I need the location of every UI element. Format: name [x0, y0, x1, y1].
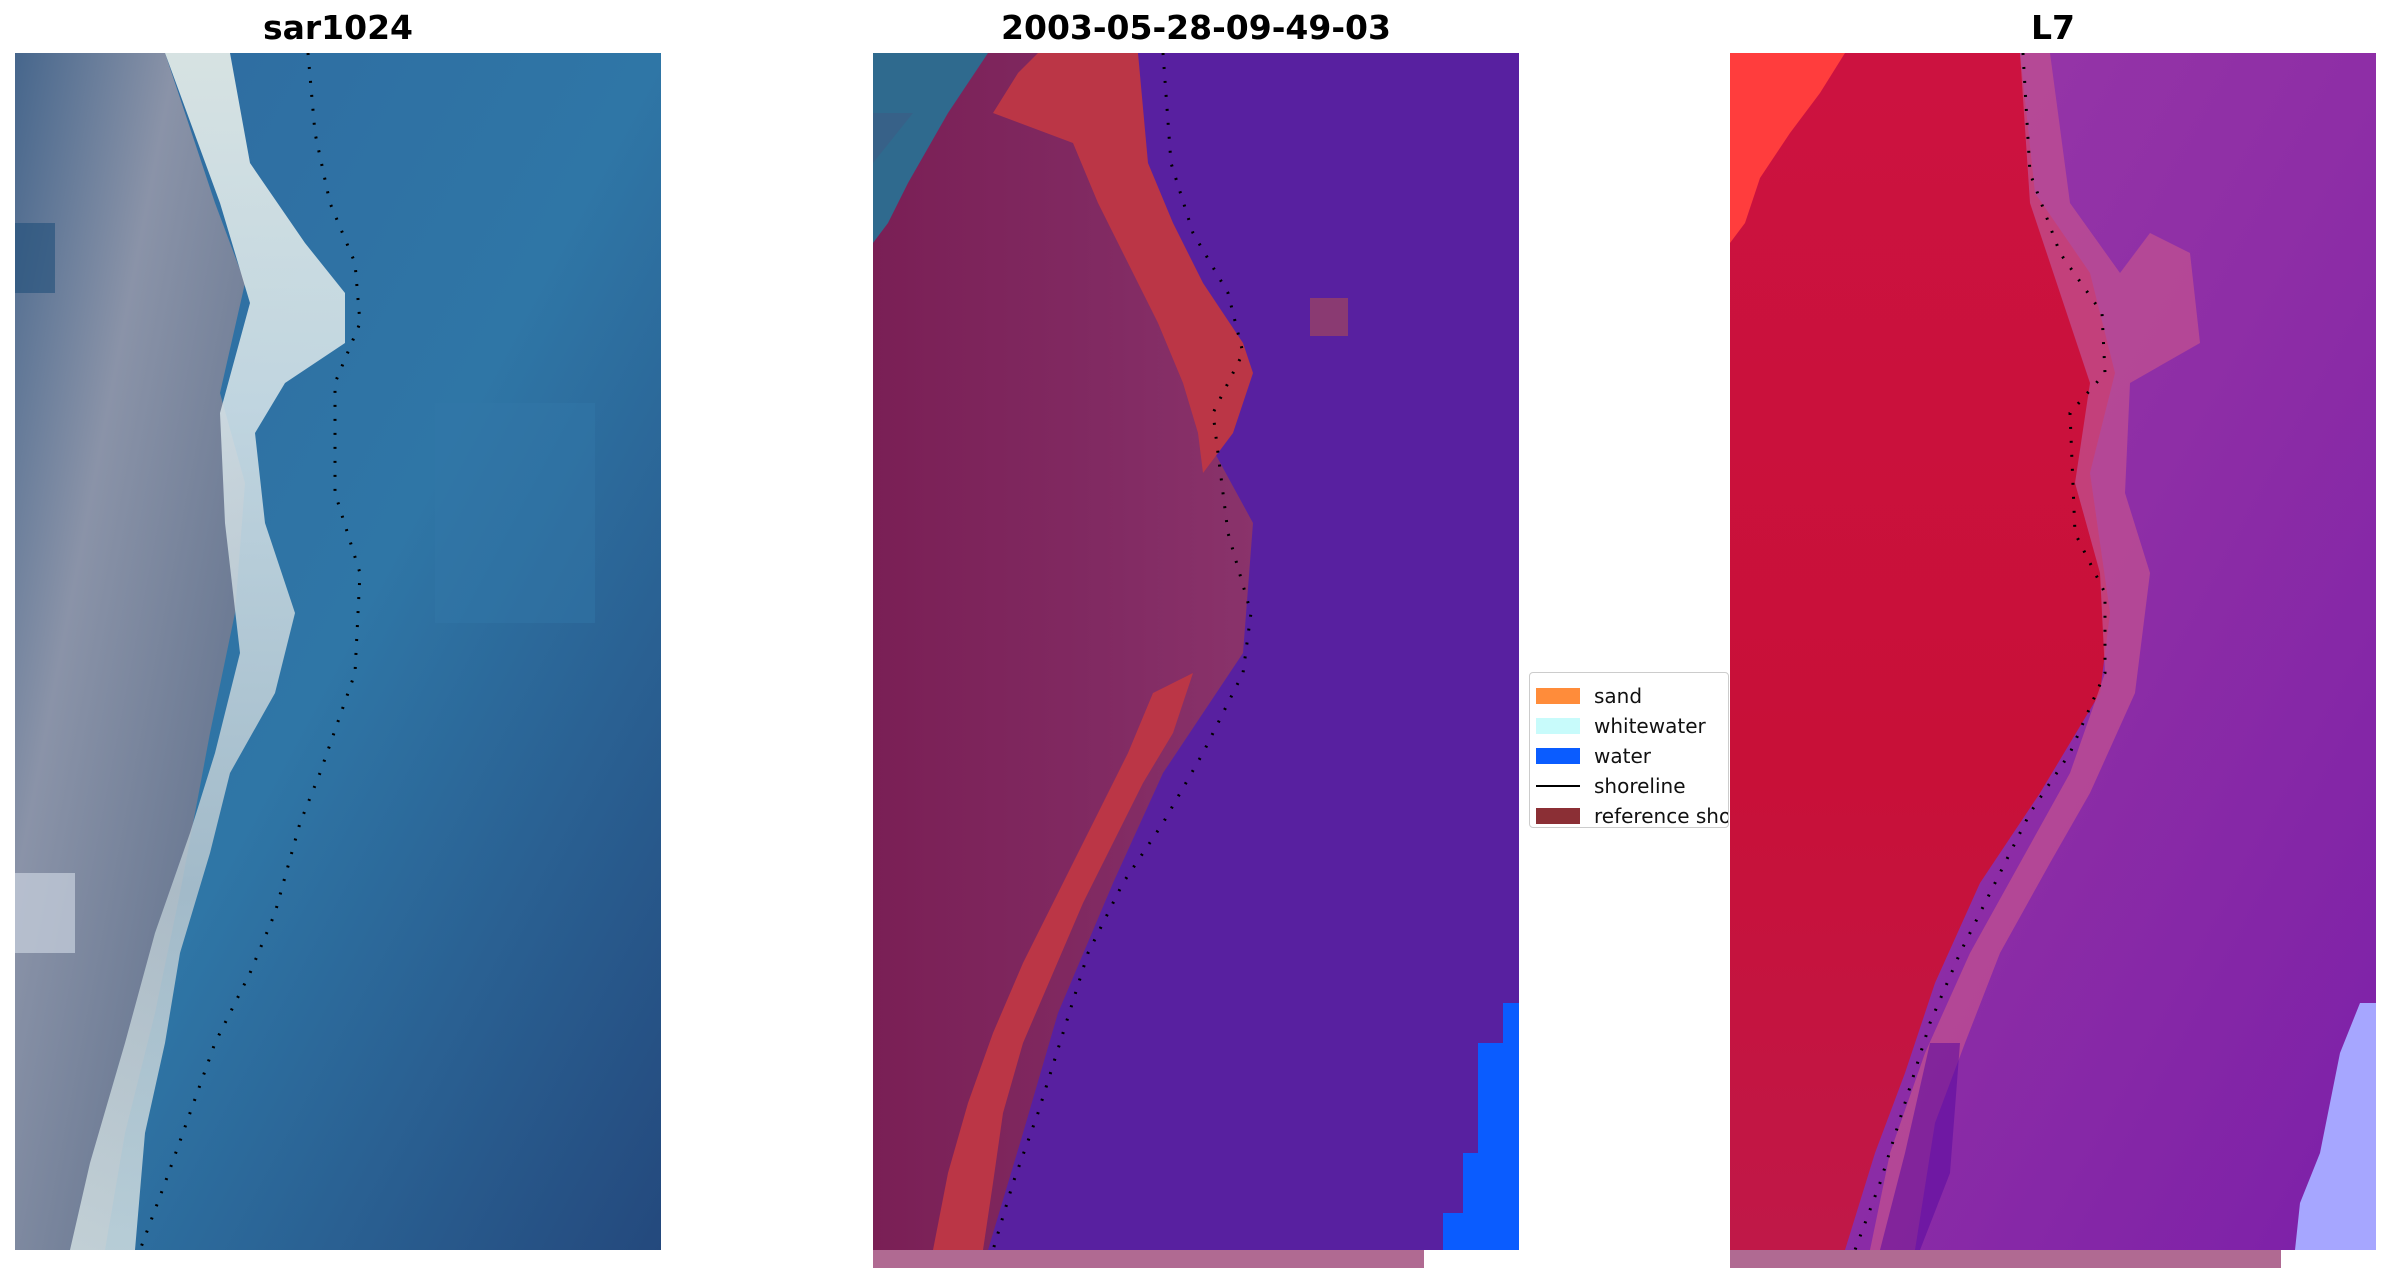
panel-title-swir: L7 [2031, 8, 2075, 47]
swir-panel [1730, 53, 2376, 1250]
panel-title-classification: 2003-05-28-09-49-03 [1001, 8, 1391, 47]
legend-line-shoreline [1536, 785, 1580, 787]
swir-image [1730, 53, 2376, 1250]
legend-swatch-water [1536, 748, 1580, 764]
legend-item-shoreline: shoreline [1536, 773, 1686, 799]
legend-label-water: water [1594, 744, 1651, 768]
sand-class-region-lower [933, 673, 1193, 1250]
legend-swatch-whitewater [1536, 718, 1580, 734]
legend-label-whitewater: whitewater [1594, 714, 1706, 738]
legend-item-whitewater: whitewater [1536, 713, 1706, 739]
legend-swatch-reference-shoreline [1536, 808, 1580, 824]
deep-water-region [1443, 1003, 1519, 1250]
shoreline-swir [1853, 53, 2107, 1250]
legend-label-shoreline: shoreline [1594, 774, 1686, 798]
legend-swatch-sand [1536, 688, 1580, 704]
sand-class-region [993, 53, 1253, 473]
legend-item-water: water [1536, 743, 1651, 769]
classification-panel [873, 53, 1519, 1250]
classification-image [873, 53, 1519, 1250]
legend-label-sand: sand [1594, 684, 1643, 708]
rgb-image [15, 53, 661, 1250]
legend-item-sand: sand [1536, 683, 1642, 709]
shoreline-classification [991, 53, 1253, 1250]
legend: sand whitewater water shoreline referenc… [1529, 672, 1729, 828]
panel-title-rgb: sar1024 [262, 8, 414, 47]
legend-item-reference-shoreline: reference shoreline [1536, 803, 1728, 828]
rgb-image-panel [15, 53, 661, 1250]
reference-shoreline-strip-swir [1730, 1250, 2281, 1268]
legend-label-reference-shoreline: reference shoreline [1594, 804, 1728, 828]
reference-shoreline-strip-classification [873, 1250, 1424, 1268]
